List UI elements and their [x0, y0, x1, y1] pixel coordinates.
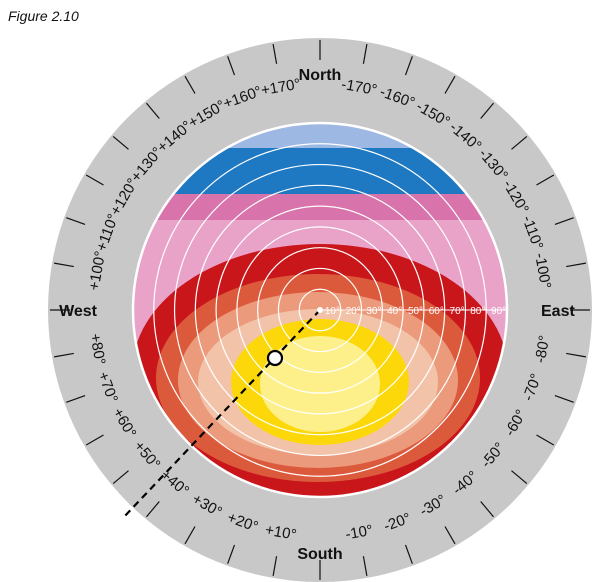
radial-label: 30° — [366, 306, 381, 317]
ring-tick — [272, 43, 278, 64]
ring-tick — [85, 174, 104, 186]
radial-label: 40° — [387, 306, 402, 317]
radial-label: 50° — [408, 306, 423, 317]
ring-tick — [444, 75, 456, 94]
ring-tick — [536, 174, 555, 186]
direction-east: East — [541, 303, 575, 320]
altitude-circles — [131, 121, 509, 499]
ring-tick — [554, 394, 574, 403]
ring-label: -100° — [531, 252, 554, 290]
ring-tick — [362, 43, 368, 64]
ring-tick — [362, 556, 368, 577]
zone-pale-yellow — [260, 336, 380, 432]
ring-tick — [272, 556, 278, 577]
ring-tick — [227, 544, 236, 564]
radial-label: 90° — [491, 306, 506, 317]
ring-tick — [404, 56, 413, 76]
radial-label: 60° — [429, 306, 444, 317]
ring-tick — [145, 102, 160, 119]
ring-tick — [480, 102, 495, 119]
ring-tick — [480, 501, 495, 518]
ring-label: +170° — [260, 76, 302, 100]
direction-north: North — [299, 67, 342, 84]
ring-tick — [112, 135, 129, 150]
ring-label: +10° — [264, 521, 298, 543]
direction-west: West — [59, 303, 98, 320]
ring-tick — [66, 394, 86, 403]
ring-tick — [227, 56, 236, 76]
ring-label: +80° — [86, 332, 108, 366]
radial-label: 20° — [346, 306, 361, 317]
ring-tick — [184, 526, 196, 545]
ring-tick — [85, 434, 104, 446]
ring-label: -80° — [532, 334, 554, 364]
band-magenta — [133, 194, 507, 222]
ring-tick — [53, 262, 74, 268]
ring-tick — [554, 217, 574, 226]
ring-tick — [511, 470, 528, 485]
radial-label: 70° — [450, 306, 465, 317]
radial-labels: 10° 20° 30° 40° 50° 60° 70° 80° 90° — [325, 306, 506, 317]
ring-tick — [511, 135, 528, 150]
radial-label: 10° — [325, 306, 340, 317]
ring-tick — [66, 217, 86, 226]
ring-tick — [112, 470, 129, 485]
ring-label: -10° — [344, 522, 374, 544]
ring-tick — [444, 526, 456, 545]
radial-label: 80° — [470, 306, 485, 317]
figure-label: Figure 2.10 — [8, 8, 79, 24]
ring-tick — [566, 262, 587, 268]
ring-tick — [53, 352, 74, 358]
ring-tick — [404, 544, 413, 564]
center-point — [317, 307, 323, 313]
ring-tick — [184, 75, 196, 94]
ring-label: -170° — [340, 76, 378, 99]
ring-tick — [145, 501, 160, 518]
ring-labels: +10°+20°+30°+40°+50°+60°+70°+80°+100°+11… — [86, 76, 555, 544]
ring-label: +100° — [86, 250, 110, 292]
ring-tick — [536, 434, 555, 446]
direction-south: South — [297, 546, 342, 563]
observer-marker — [266, 349, 284, 367]
ring-ticks — [50, 40, 590, 580]
ring-tick — [566, 352, 587, 358]
